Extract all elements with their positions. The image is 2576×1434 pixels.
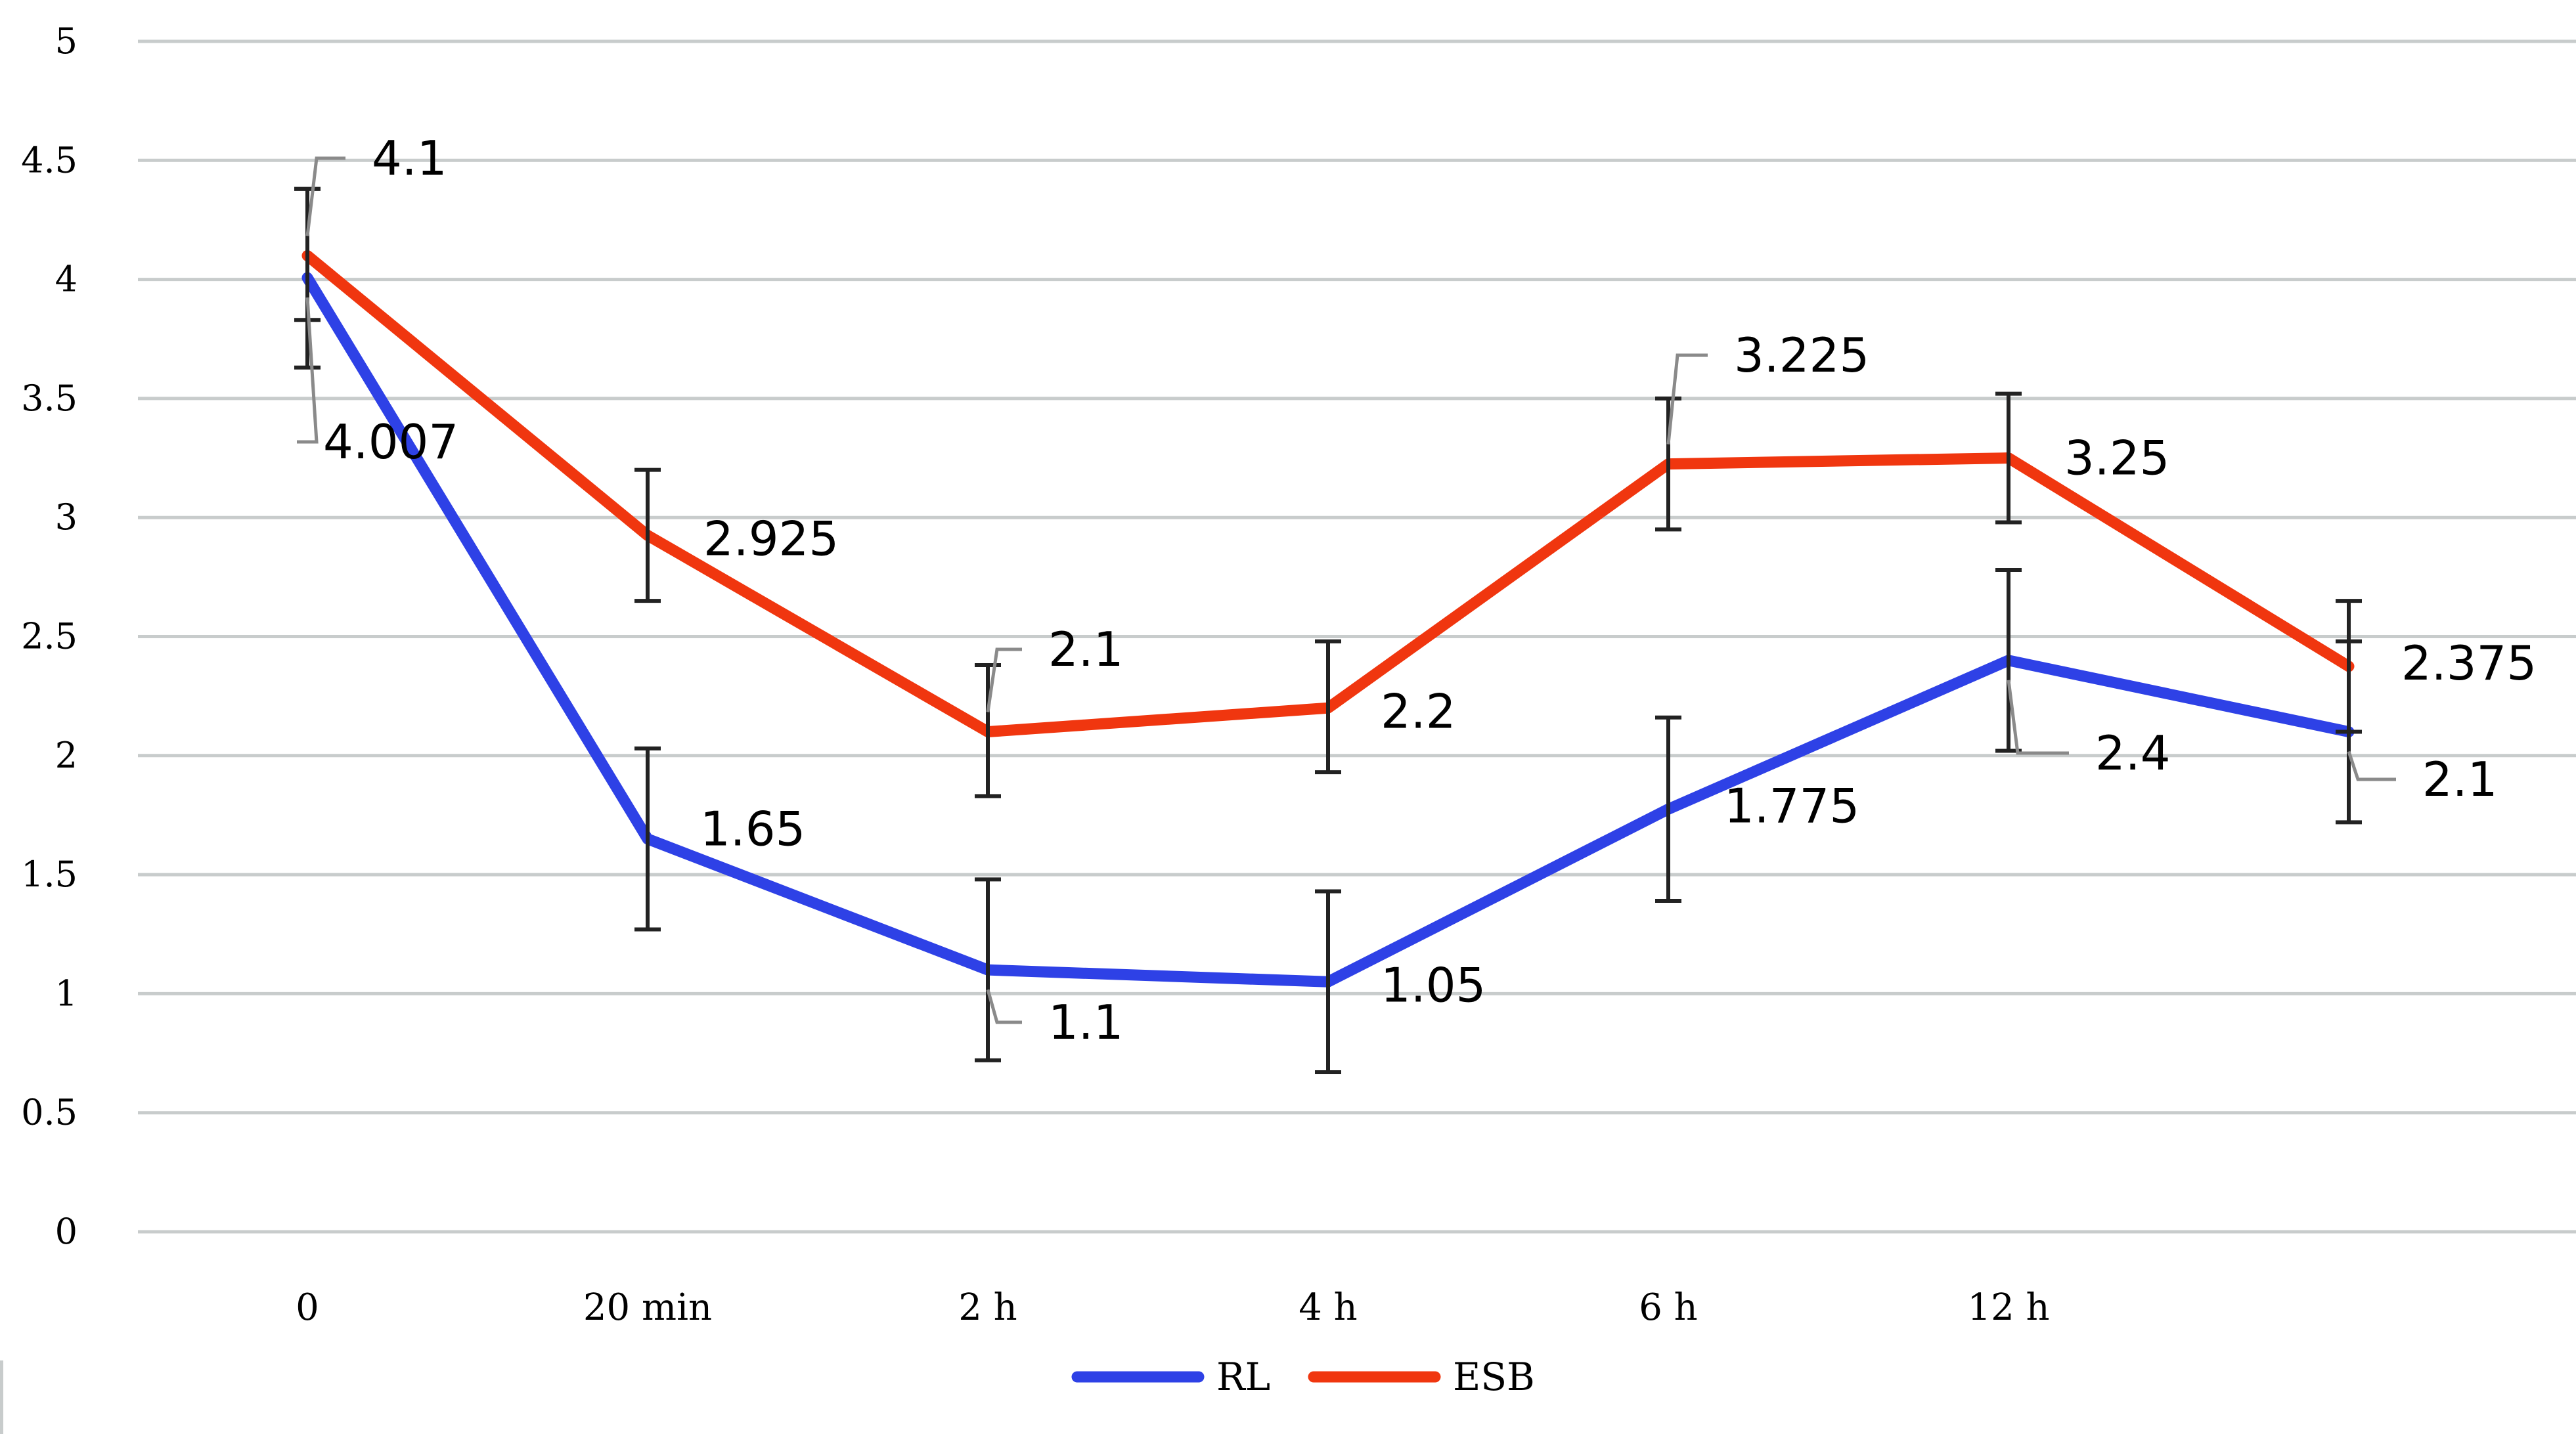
data-label-rl: 1.05 [1381, 957, 1486, 1012]
error-bar-esb [1655, 396, 1681, 532]
y-tick-label: 4.5 [21, 139, 78, 181]
y-axis-ticks: 0 0.5 1 1.5 2 2.5 3 3.5 4 4.5 5 [21, 20, 78, 1252]
leader-line [1666, 353, 1708, 445]
error-bar-esb [975, 663, 1001, 798]
x-tick-label: 2 h [958, 1286, 1017, 1329]
error-bar-esb [1315, 639, 1341, 775]
legend: RL ESB [1071, 1355, 1535, 1399]
legend-label: ESB [1453, 1355, 1535, 1399]
y-tick-label: 2.5 [21, 616, 78, 657]
data-label-esb: 3.25 [2064, 431, 2169, 486]
gridlines [138, 39, 2576, 1234]
y-tick-label: 2 [55, 735, 78, 776]
x-tick-label: 0 [296, 1286, 319, 1329]
y-tick-label: 3.5 [21, 378, 78, 419]
data-label-rl: 1.1 [1048, 995, 1124, 1050]
x-tick-label: 4 h [1299, 1286, 1358, 1329]
y-tick-label: 1.5 [21, 854, 78, 895]
data-label-esb: 2.925 [703, 511, 839, 566]
x-axis-ticks: 0 20 min 2 h 4 h 6 h 12 h [296, 1286, 2049, 1329]
legend-item-rl: RL [1071, 1355, 1270, 1399]
series-lines [301, 250, 2355, 988]
error-bar-esb [634, 467, 661, 603]
error-bar-esb [1995, 391, 2022, 525]
legend-item-esb: ESB [1308, 1355, 1535, 1399]
data-labels: 4.007 1.65 1.1 1.05 1.775 2.4 2.1 4.1 2.925 2.1 2.… [323, 131, 2537, 1050]
y-tick-label: 0.5 [21, 1092, 78, 1133]
data-label-esb: 4.1 [372, 131, 447, 186]
data-label-esb: 2.2 [1381, 684, 1456, 739]
y-tick-label: 1 [55, 972, 78, 1014]
y-tick-label: 4 [55, 259, 78, 300]
error-bar-rl [975, 877, 1001, 1062]
y-tick-label: 3 [55, 496, 78, 538]
data-label-rl: 2.4 [2095, 726, 2171, 781]
error-bar-rl [1315, 889, 1341, 1075]
leader-line [986, 647, 1022, 712]
error-bars [294, 186, 2362, 1075]
x-tick-label: 6 h [1639, 1286, 1698, 1329]
data-label-esb: 2.375 [2401, 636, 2537, 691]
leader-line [297, 297, 319, 444]
data-label-esb: 3.225 [1734, 328, 1869, 383]
data-label-rl: 1.775 [1724, 778, 1859, 833]
leader-line [2007, 680, 2069, 755]
y-tick-label: 5 [55, 20, 78, 62]
y-tick-label: 0 [55, 1211, 78, 1252]
error-bar-esb [2336, 599, 2362, 734]
x-tick-label: 12 h [1967, 1286, 2049, 1329]
data-label-rl: 4.007 [323, 414, 458, 469]
leader-line [986, 989, 1022, 1024]
legend-label: RL [1216, 1355, 1270, 1399]
leader-line [305, 156, 345, 236]
data-label-esb: 2.1 [1048, 622, 1124, 677]
data-label-rl: 1.65 [700, 802, 805, 857]
leader-line [2347, 750, 2396, 781]
error-bar-rl [1655, 715, 1681, 903]
error-bar-rl [634, 746, 661, 932]
x-tick-label: 20 min [583, 1286, 712, 1329]
left-edge-mark [0, 1360, 3, 1434]
data-label-rl: 2.1 [2422, 752, 2498, 807]
label-leader-lines [297, 156, 2396, 1024]
